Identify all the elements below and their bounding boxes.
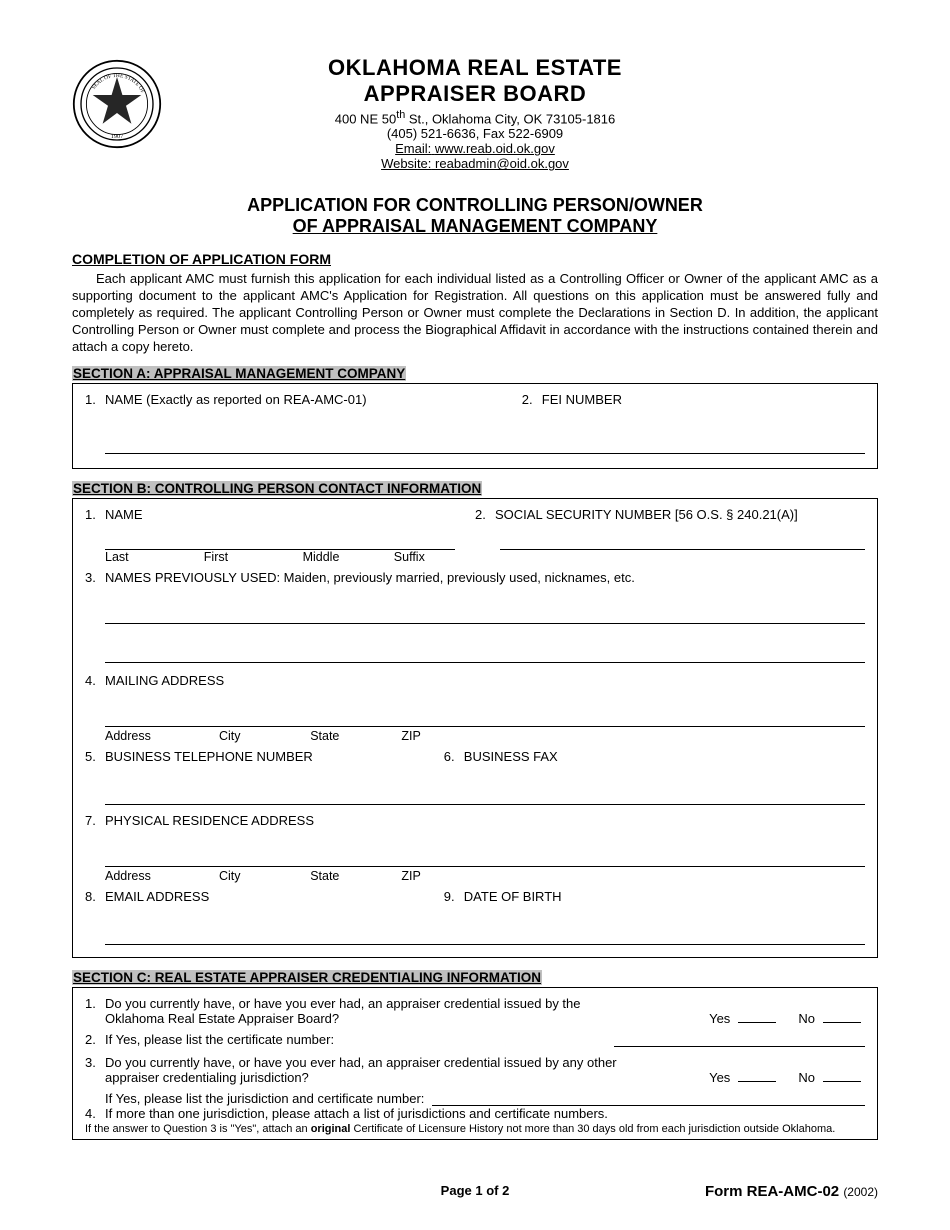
- q-num: 3.: [85, 1055, 105, 1070]
- sublabel: City: [219, 869, 310, 883]
- input-line[interactable]: [614, 1032, 865, 1047]
- input-line[interactable]: [432, 1091, 865, 1106]
- header: SEAL OF THE STATE OF 1907 OKLAHOMA REAL …: [72, 55, 878, 171]
- section-b-label: SECTION B: CONTROLLING PERSON CONTACT IN…: [72, 481, 878, 496]
- input-line[interactable]: [105, 605, 865, 624]
- q-num: 8.: [85, 889, 105, 904]
- q-num: 1.: [85, 996, 105, 1011]
- sublabel: ZIP: [401, 869, 492, 883]
- sublabel: Suffix: [394, 550, 485, 564]
- field-label: If Yes, please list the certificate numb…: [105, 1032, 334, 1047]
- yes-blank[interactable]: [738, 1010, 776, 1023]
- field-label: If Yes, please list the jurisdiction and…: [105, 1091, 424, 1106]
- field-label: BUSINESS TELEPHONE NUMBER: [105, 749, 313, 764]
- sublabel: ZIP: [401, 729, 492, 743]
- q-num: 1.: [85, 507, 105, 522]
- yes-label: Yes: [709, 1011, 730, 1026]
- q-num: 1.: [85, 392, 105, 407]
- field-label: FEI NUMBER: [542, 392, 622, 407]
- q-num: 3.: [85, 570, 105, 585]
- q-num: 2.: [475, 507, 495, 522]
- field-label: If more than one jurisdiction, please at…: [105, 1106, 865, 1121]
- question-text: Do you currently have, or have you ever …: [105, 1055, 655, 1085]
- no-blank[interactable]: [823, 1069, 861, 1082]
- yes-no-group: Yes No: [709, 996, 865, 1026]
- q-num: 2.: [522, 392, 542, 407]
- field-label: DATE OF BIRTH: [464, 889, 562, 904]
- sublabel: State: [310, 869, 401, 883]
- field-label: SOCIAL SECURITY NUMBER [56 O.S. § 240.21…: [495, 507, 798, 522]
- address-line: 400 NE 50th St., Oklahoma City, OK 73105…: [72, 109, 878, 126]
- application-title: APPLICATION FOR CONTROLLING PERSON/OWNER…: [72, 195, 878, 237]
- org-title-line2: APPRAISER BOARD: [72, 81, 878, 107]
- q-num: 5.: [85, 749, 105, 764]
- section-c-label: SECTION C: REAL ESTATE APPRAISER CREDENT…: [72, 970, 878, 985]
- section-a-label: SECTION A: APPRAISAL MANAGEMENT COMPANY: [72, 366, 878, 381]
- section-c-box: 1. Do you currently have, or have you ev…: [72, 987, 878, 1140]
- field-label: MAILING ADDRESS: [105, 673, 224, 688]
- field-label: NAME (Exactly as reported on REA-AMC-01): [105, 392, 367, 407]
- website-line: Website: reabadmin@oid.ok.gov: [72, 156, 878, 171]
- input-line[interactable]: [105, 848, 865, 867]
- field-label: NAMES PREVIOUSLY USED: Maiden, previousl…: [105, 570, 635, 585]
- no-label: No: [798, 1011, 815, 1026]
- q-num: 4.: [85, 1106, 105, 1121]
- field-label: NAME: [105, 507, 143, 522]
- email-line: Email: www.reab.oid.ok.gov: [72, 141, 878, 156]
- sublabel: Address: [105, 729, 219, 743]
- completion-heading: COMPLETION OF APPLICATION FORM: [72, 251, 878, 267]
- input-line[interactable]: [500, 548, 865, 550]
- input-line[interactable]: [105, 644, 865, 663]
- q-num: 6.: [444, 749, 464, 764]
- q-num: 9.: [444, 889, 464, 904]
- page-number: Page 1 of 2: [72, 1183, 878, 1198]
- input-line[interactable]: [105, 786, 865, 805]
- sublabel: Address: [105, 869, 219, 883]
- sublabel: Last: [105, 550, 204, 564]
- form-page: SEAL OF THE STATE OF 1907 OKLAHOMA REAL …: [0, 0, 950, 1230]
- sublabel: City: [219, 729, 310, 743]
- app-title-line1: APPLICATION FOR CONTROLLING PERSON/OWNER: [72, 195, 878, 216]
- field-label: PHYSICAL RESIDENCE ADDRESS: [105, 813, 314, 828]
- input-line[interactable]: [105, 708, 865, 727]
- org-title-line1: OKLAHOMA REAL ESTATE: [72, 55, 878, 81]
- yes-blank[interactable]: [738, 1069, 776, 1082]
- field-label: EMAIL ADDRESS: [105, 889, 209, 904]
- no-blank[interactable]: [823, 1010, 861, 1023]
- completion-text: Each applicant AMC must furnish this app…: [72, 271, 878, 355]
- sublabel: First: [204, 550, 303, 564]
- q-num: 2.: [85, 1032, 105, 1047]
- input-line[interactable]: [105, 435, 865, 454]
- section-a-box: 1. NAME (Exactly as reported on REA-AMC-…: [72, 383, 878, 469]
- q-num: 4.: [85, 673, 105, 688]
- footnote: If the answer to Question 3 is "Yes", at…: [85, 1123, 865, 1135]
- q-num: 7.: [85, 813, 105, 828]
- section-b-box: 1. NAME 2. SOCIAL SECURITY NUMBER [56 O.…: [72, 498, 878, 958]
- header-title-block: OKLAHOMA REAL ESTATE APPRAISER BOARD 400…: [72, 55, 878, 171]
- phone-line: (405) 521-6636, Fax 522-6909: [72, 126, 878, 141]
- no-label: No: [798, 1070, 815, 1085]
- sublabel: State: [310, 729, 401, 743]
- page-footer: Page 1 of 2 Form REA-AMC-02 (2002): [72, 1183, 878, 1200]
- yes-label: Yes: [709, 1070, 730, 1085]
- sublabel: Middle: [303, 550, 394, 564]
- yes-no-group: Yes No: [709, 1055, 865, 1085]
- app-title-line2: OF APPRAISAL MANAGEMENT COMPANY: [72, 216, 878, 237]
- input-line[interactable]: [105, 926, 865, 945]
- field-label: BUSINESS FAX: [464, 749, 558, 764]
- question-text: Do you currently have, or have you ever …: [105, 996, 655, 1026]
